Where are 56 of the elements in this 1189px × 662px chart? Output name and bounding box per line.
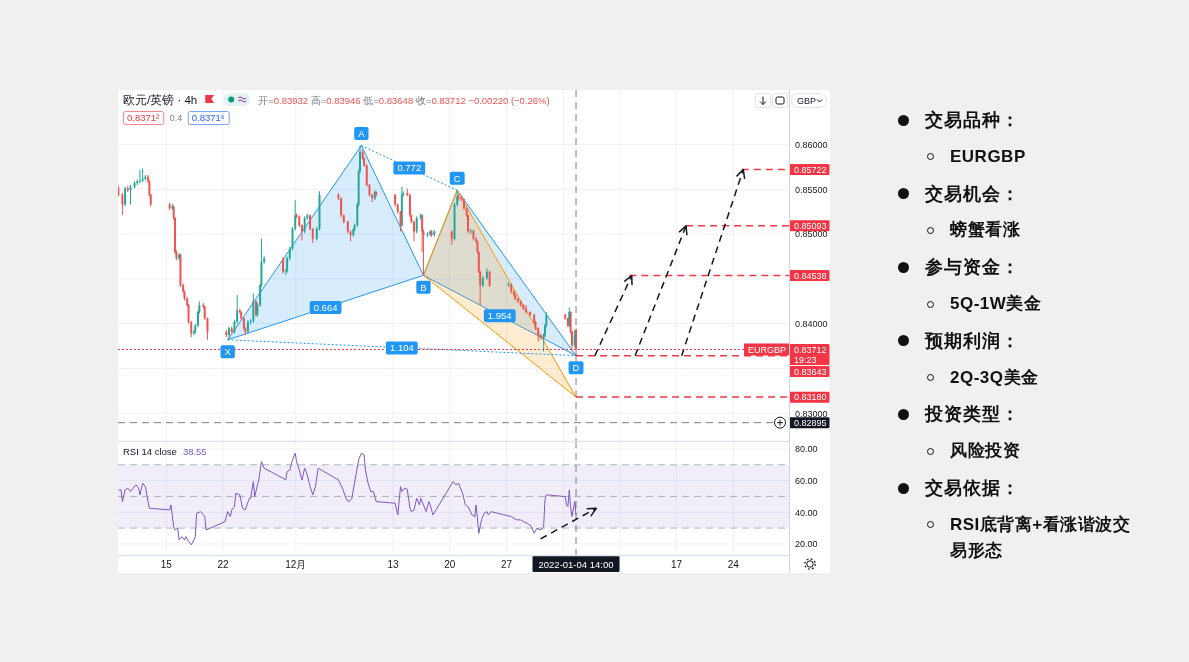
text: RSI 14 close [123, 446, 177, 457]
text: 19:23 [794, 354, 817, 365]
annotation: 0.4 [169, 112, 183, 123]
text: 5Q-1W美金 [950, 293, 1043, 315]
x-tick-label: 27 [500, 558, 513, 570]
annotation: EURGBP [747, 344, 786, 355]
ref-line-label: 0.82895 [794, 417, 827, 428]
annotation: X [224, 346, 232, 358]
y-tick-label: 80.00 [795, 444, 818, 455]
annotation: C [453, 172, 461, 184]
ref-line-label: 2022-01-04 14:00 [538, 558, 614, 570]
text: 2Q-3Q美金 [950, 366, 1040, 389]
text: 预期利润： [925, 329, 1021, 353]
annotation: B [420, 281, 427, 293]
text: 投资类型： [925, 403, 1021, 427]
text: RSI底背离+看涨谐波交易形态 [950, 513, 1132, 562]
annotation: 0.8371² [127, 111, 160, 123]
ref-line-label: 0.83712 [794, 344, 827, 355]
y-tick-label: 0.83000 [795, 408, 828, 419]
y-tick-label: 0.86000 [795, 139, 828, 150]
y-tick-label: 60.00 [795, 475, 818, 486]
data-label: 0.84538 [794, 270, 827, 281]
data-label: 0.83643 [794, 366, 827, 377]
data-label: 0.85093 [794, 220, 827, 231]
data-label: 0.85722 [794, 164, 827, 175]
x-tick-label: 13 [387, 558, 400, 570]
y-tick-label: 0.85500 [795, 184, 828, 195]
x-tick-label: 20 [444, 558, 456, 570]
x-tick-label: 24 [727, 558, 740, 570]
chart-title: 欧元/英镑 · 4h [123, 93, 198, 106]
text: 交易机会： [925, 182, 1021, 206]
x-tick-label: 12月 [285, 558, 307, 570]
y-tick-label: 0.84000 [795, 319, 828, 329]
text: GBP [797, 96, 817, 106]
text: 开=0.83932 高=0.83946 低=0.83648 收=0.83712 −0.00220 (−0.26%) [258, 95, 550, 106]
y-tick-label: 40.00 [795, 507, 818, 518]
annotation: 0.8371⁶ [191, 111, 225, 123]
annotation: 0.664 [313, 301, 338, 313]
annotation: 1.104 [389, 342, 414, 354]
annotation: 0.772 [397, 162, 422, 174]
text: 参与资金： [925, 256, 1021, 280]
x-tick-label: 17 [671, 558, 683, 570]
annotation: D [572, 361, 580, 373]
text: 交易品种： [925, 109, 1021, 132]
annotation: 1.954 [487, 309, 512, 321]
y-tick-label: 0.85000 [795, 229, 828, 240]
text: EURGBP [950, 145, 1027, 168]
data-label: 0.83180 [794, 392, 827, 403]
text: 交易依据： [925, 477, 1021, 500]
y-tick-label: 20.00 [795, 539, 818, 550]
annotation: 38.55 [182, 446, 207, 457]
annotation: A [358, 127, 366, 139]
text: 螃蟹看涨 [950, 219, 1021, 242]
x-tick-label: 15 [160, 558, 173, 570]
text: 风险投资 [950, 440, 1021, 463]
x-tick-label: 22 [217, 558, 229, 570]
